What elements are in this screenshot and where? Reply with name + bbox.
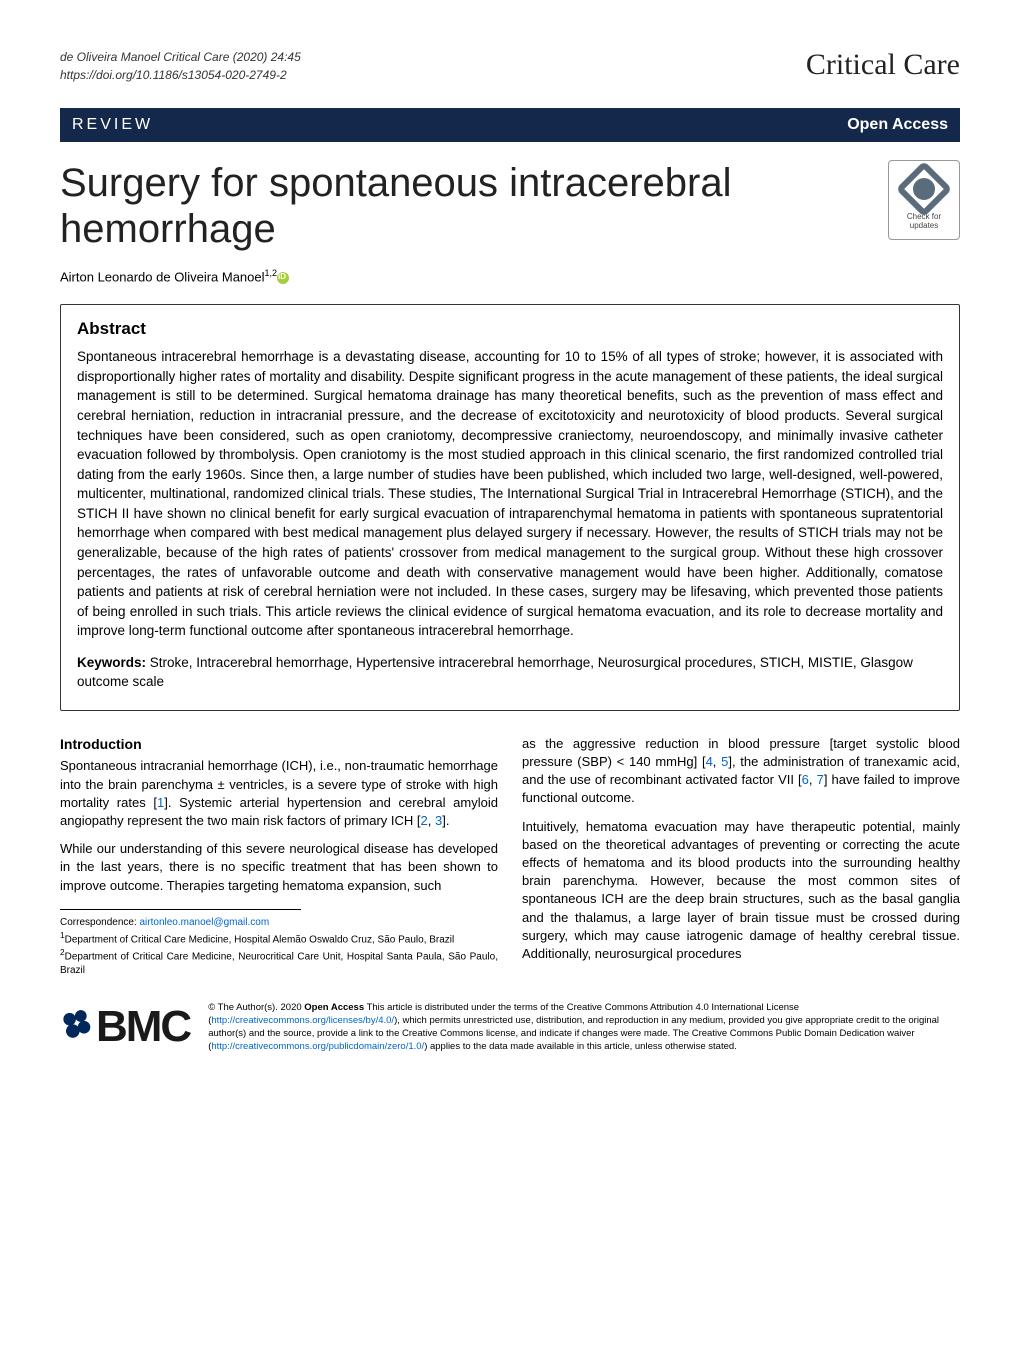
col2-p2: Intuitively, hematoma evacuation may hav… [522, 818, 960, 964]
citation-line: de Oliveira Manoel Critical Care (2020) … [60, 48, 301, 66]
ref-2[interactable]: 2 [421, 813, 428, 828]
ref-7[interactable]: 7 [817, 772, 824, 787]
journal-name: Critical Care [806, 48, 960, 82]
affiliation-1: Department of Critical Care Medicine, Ho… [65, 934, 455, 945]
intro-p1: Spontaneous intracranial hemorrhage (ICH… [60, 757, 498, 830]
running-header: de Oliveira Manoel Critical Care (2020) … [60, 48, 960, 84]
correspondence-block: Correspondence: airtonleo.manoel@gmail.c… [60, 916, 498, 979]
correspondence-label: Correspondence: [60, 917, 140, 928]
abstract-box: Abstract Spontaneous intracerebral hemor… [60, 304, 960, 711]
left-column: Introduction Spontaneous intracranial he… [60, 735, 498, 979]
author-affil: 1,2 [265, 268, 278, 278]
open-access-bold: Open Access [304, 1002, 364, 1013]
license-text: © The Author(s). 2020 Open Access This a… [208, 1002, 960, 1053]
cc-by-link[interactable]: http://creativecommons.org/licenses/by/4… [211, 1015, 394, 1026]
ref-6[interactable]: 6 [802, 772, 809, 787]
check-updates-badge[interactable]: Check for updates [888, 160, 960, 240]
affiliation-2: Department of Critical Care Medicine, Ne… [60, 951, 498, 976]
correspondence-email[interactable]: airtonleo.manoel@gmail.com [140, 917, 270, 928]
author-name: Airton Leonardo de Oliveira Manoel [60, 269, 265, 284]
crossmark-icon [896, 161, 953, 218]
col2-p1: as the aggressive reduction in blood pre… [522, 735, 960, 808]
footnote-divider [60, 909, 301, 910]
license-footer: BMC © The Author(s). 2020 Open Access Th… [60, 1002, 960, 1053]
article-title: Surgery for spontaneous intracerebral he… [60, 160, 888, 252]
author-list: Airton Leonardo de Oliveira Manoel1,2 [60, 268, 960, 284]
keywords-line: Keywords: Stroke, Intracerebral hemorrha… [77, 653, 943, 692]
article-type-label: REVIEW [72, 116, 153, 134]
right-column: as the aggressive reduction in blood pre… [522, 735, 960, 979]
doi-line: https://doi.org/10.1186/s13054-020-2749-… [60, 66, 301, 84]
running-citation: de Oliveira Manoel Critical Care (2020) … [60, 48, 301, 84]
intro-p2: While our understanding of this severe n… [60, 840, 498, 895]
orcid-icon[interactable] [277, 272, 289, 284]
introduction-heading: Introduction [60, 735, 498, 755]
check-updates-text: Check for updates [895, 213, 953, 231]
open-access-label: Open Access [847, 116, 948, 134]
abstract-heading: Abstract [77, 319, 943, 339]
abstract-body: Spontaneous intracerebral hemorrhage is … [77, 347, 943, 640]
bmc-logo: BMC [60, 1002, 190, 1052]
keywords-values: Stroke, Intracerebral hemorrhage, Hypert… [77, 655, 913, 690]
article-type-bar: REVIEW Open Access [60, 108, 960, 142]
ref-4[interactable]: 4 [706, 754, 713, 769]
body-columns: Introduction Spontaneous intracranial he… [60, 735, 960, 979]
cc0-link[interactable]: http://creativecommons.org/publicdomain/… [211, 1041, 424, 1052]
keywords-label: Keywords: [77, 655, 146, 670]
